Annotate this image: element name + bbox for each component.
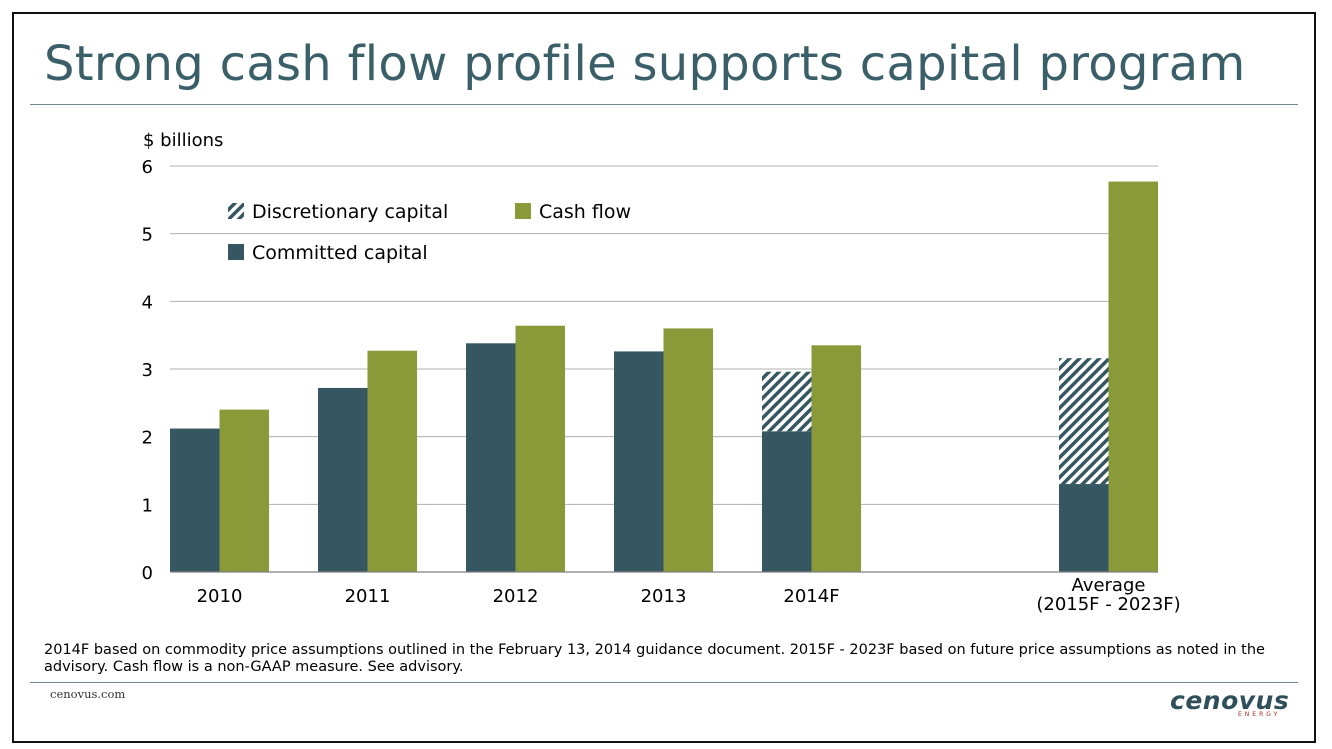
bar-cash-flow (367, 350, 417, 572)
legend-label: Discretionary capital (252, 201, 448, 223)
cenovus-logo: cenovus (1170, 686, 1290, 715)
y-tick-label: 1 (142, 495, 153, 516)
bar-committed-capital (1059, 484, 1109, 572)
legend-label: Cash flow (539, 201, 631, 223)
y-tick-label: 6 (142, 157, 153, 178)
slide-title: Strong cash flow profile supports capita… (44, 36, 1246, 92)
bar-cash-flow (811, 345, 861, 572)
bar-committed-capital (170, 428, 220, 572)
legend-swatch (228, 244, 244, 260)
x-tick-label: 2011 (345, 586, 391, 607)
logo-subtext: ENERGY (1238, 711, 1281, 718)
x-tick-label: Average (1072, 575, 1146, 596)
x-tick-label: 2013 (641, 586, 687, 607)
y-tick-label: 5 (142, 225, 153, 246)
x-tick-label: 2014F (783, 586, 839, 607)
bar-committed-capital (614, 351, 664, 572)
y-tick-label: 4 (142, 292, 153, 313)
x-tick-label: 2012 (493, 586, 539, 607)
legend-swatch (515, 203, 531, 219)
y-tick-label: 0 (142, 563, 153, 584)
x-tick-label: 2010 (197, 586, 243, 607)
bar-committed-capital (318, 387, 368, 572)
y-tick-label: 3 (142, 360, 153, 381)
legend-label: Committed capital (252, 242, 428, 264)
y-axis-label: $ billions (143, 130, 224, 151)
footer-divider (30, 682, 1298, 683)
bar-cash-flow (515, 325, 565, 572)
bar-cash-flow (663, 328, 713, 572)
footnote: 2014F based on commodity price assumptio… (44, 642, 1265, 675)
slide-frame (12, 12, 1316, 743)
bar-cash-flow (219, 409, 269, 572)
bar-discretionary-capital (1059, 358, 1109, 485)
title-divider (30, 104, 1298, 105)
bar-cash-flow (1108, 181, 1158, 572)
bar-discretionary-capital (762, 371, 812, 432)
bar-committed-capital (762, 431, 812, 572)
bar-committed-capital (466, 343, 516, 572)
legend-swatch (228, 203, 244, 219)
website-link[interactable]: cenovus.com (50, 687, 126, 701)
x-tick-label: (2015F - 2023F) (1036, 594, 1180, 615)
y-tick-label: 2 (142, 428, 153, 449)
